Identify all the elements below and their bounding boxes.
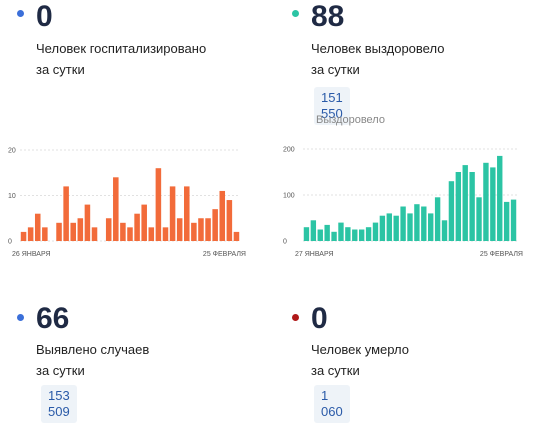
recovered-chart-bar [303,227,310,241]
hospitalized-chart-bar [42,227,48,241]
recovered-chart-bar [393,215,399,241]
recovered-chart-bar [345,227,351,241]
hospitalized-chart-bar [198,218,204,241]
recovered-chart-bar [365,227,372,241]
recovered-chart-bar [483,162,489,241]
hospitalized-chart-bar [155,168,162,241]
hospitalized-chart-y-tick-label: 0 [8,239,12,246]
recovered-chart-bar [331,231,337,241]
recovered-chart-bar [510,199,517,241]
recovered-total: 151 550 [314,87,350,125]
recovered-label: Человек выздоровело за сутки [311,41,445,77]
hospitalized-chart-bar [176,218,183,241]
hospitalized-label: Человек госпитализировано за сутки [36,41,207,77]
hospitalized-chart-bar [212,209,218,241]
recovered-chart-bar [434,197,441,241]
recovered-chart-bar [317,229,323,241]
hospitalized-chart-bar [226,200,233,241]
recovered-chart-bar [448,181,455,241]
hospitalized-chart-bar [34,213,41,241]
hospitalized-chart-bar [84,204,91,241]
recovered-chart-bar [503,201,510,241]
recovered-chart-bar [407,213,413,241]
hospitalized-chart-bar [105,218,112,241]
recovered-chart-bar [372,222,379,241]
recovered-chart-bar [352,229,358,241]
hospitalized-chart-end-date-label: 25 ФЕВРАЛЯ [203,251,246,258]
died-value: 0 [311,302,328,335]
hospitalized-chart-bar [162,227,169,241]
recovered-chart-bar [338,222,344,241]
detected-value: 66 [36,302,70,335]
died-label: Человек умерло за сутки [311,342,409,378]
recovered-chart-bar [476,197,482,241]
recovered-chart-bar [428,213,434,241]
recovered-chart-end-date-label: 25 ФЕВРАЛЯ [480,251,523,258]
hospitalized-chart-bar [134,213,140,241]
recovered-chart-bar [379,215,386,241]
recovered-chart-bar [400,206,406,241]
hospitalized-chart-bar [120,222,126,241]
hospitalized-chart-y-tick-label: 20 [8,148,16,155]
recovered-chart-bar [455,172,462,241]
recovered-chart-bar [462,165,468,241]
recovered-chart-y-tick-label: 100 [283,193,295,200]
recovered-chart-bar [490,167,496,241]
hospitalized-chart-bar [70,222,76,241]
recovered-chart-bar [421,206,427,241]
detected-dot [17,314,24,321]
hospitalized-chart-bar [191,222,197,241]
recovered-chart-y-tick-label: 200 [283,147,295,154]
detected-label: Выявлено случаев за сутки [36,342,150,378]
recovered-chart-bar [324,224,330,241]
recovered-chart: 0 100 200 27 ЯНВАРЯ 25 ФЕВРАЛЯ [283,147,523,259]
detected-total: 153 509 [41,385,77,423]
hospitalized-chart-bar [219,190,226,241]
recovered-chart-bar [441,220,448,241]
recovered-chart-bar [386,213,392,241]
hospitalized-chart-bar [141,204,147,241]
hospitalized-chart: 0 10 20 26 ЯНВАРЯ 25 ФЕВРАЛЯ [8,148,246,259]
hospitalized-value: 0 [36,0,53,33]
hospitalized-chart-y-tick-label: 10 [8,193,16,200]
hospitalized-chart-bar [127,227,133,241]
recovered-value: 88 [311,0,345,33]
died-total: 1 060 [314,385,350,423]
hospitalized-chart-bar [169,186,176,241]
hospitalized-chart-bar [233,231,240,241]
recovered-chart-bar [414,204,420,241]
hospitalized-chart-bar [148,227,155,241]
hospitalized-dot [17,10,24,17]
hospitalized-chart-bar [20,231,27,241]
recovered-chart-bar [497,155,503,241]
recovered-chart-start-date-label: 27 ЯНВАРЯ [295,251,334,258]
died-dot [292,314,299,321]
recovered-chart-bar [469,172,475,241]
hospitalized-chart-bar [113,177,119,241]
hospitalized-chart-bar [77,218,84,241]
hospitalized-chart-bar [56,222,62,241]
hospitalized-chart-bar [205,218,211,241]
recovered-total-label: Выздоровело [316,114,385,126]
hospitalized-chart-bar [184,186,190,241]
hospitalized-chart-bar [27,227,34,241]
hospitalized-chart-bar [91,227,98,241]
hospitalized-chart-start-date-label: 26 ЯНВАРЯ [12,251,51,258]
hospitalized-chart-bar [63,186,69,241]
recovered-chart-y-tick-label: 0 [283,239,287,246]
recovered-dot [292,10,299,17]
recovered-chart-bar [358,229,365,241]
recovered-chart-bar [310,220,317,241]
